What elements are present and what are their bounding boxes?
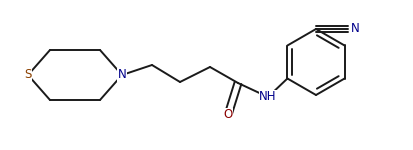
Text: N: N [350,22,358,36]
Text: O: O [223,108,232,122]
Text: S: S [24,69,32,81]
Text: N: N [117,69,126,81]
Text: NH: NH [259,90,276,104]
